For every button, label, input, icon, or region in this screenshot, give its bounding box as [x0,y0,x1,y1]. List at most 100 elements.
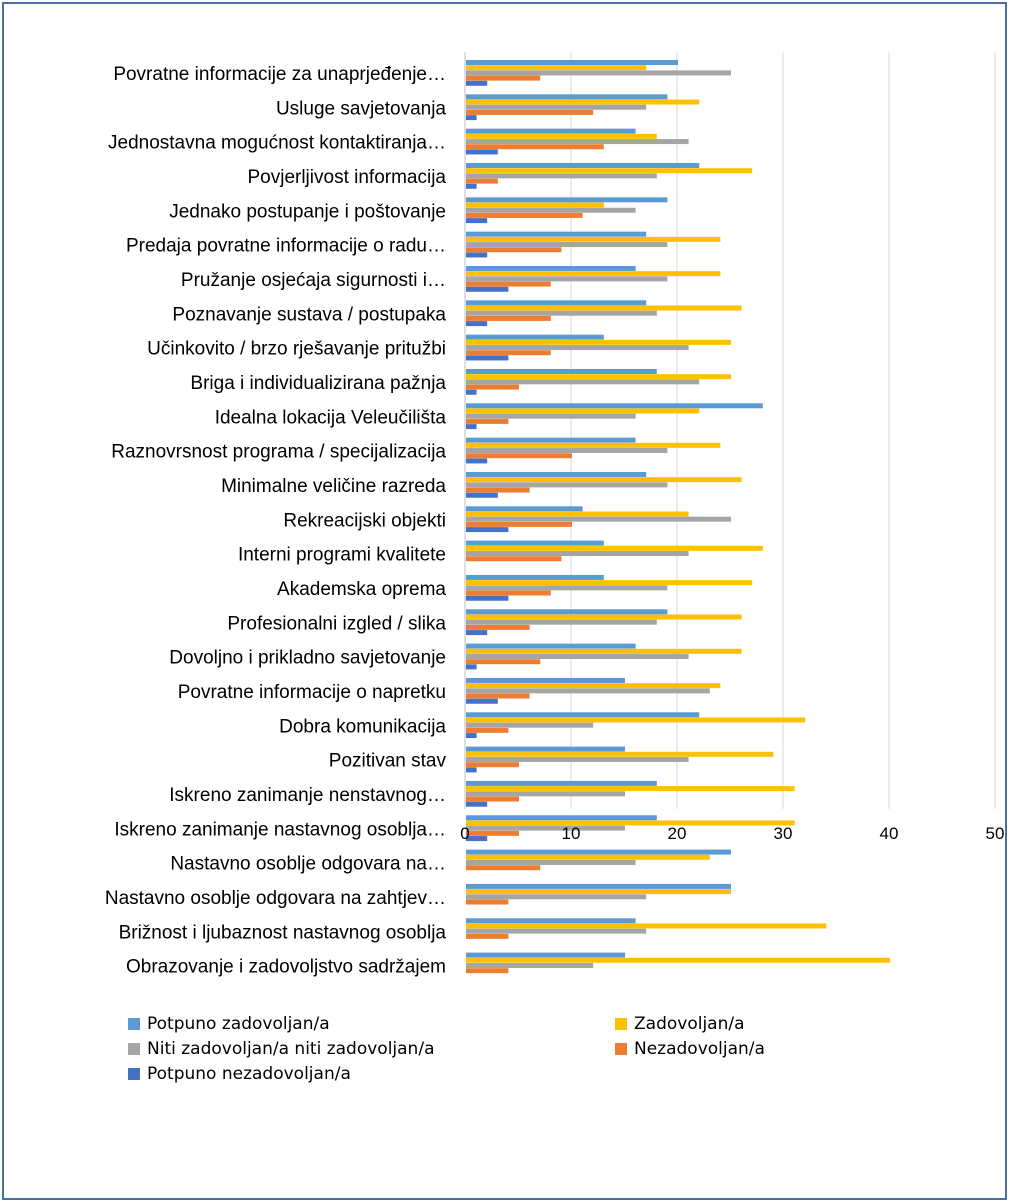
bar [466,540,604,546]
legend-label: Niti zadovoljan/a niti zadovoljan/a [147,1039,435,1059]
category-label: Interni programi kvalitete [238,545,446,566]
x-tick-label: 0 [460,824,469,843]
bar [466,99,700,105]
bar [466,471,647,477]
bar [466,825,625,831]
bar [466,928,647,934]
bar [466,585,668,591]
bar [466,173,657,179]
bar [466,178,498,184]
bar [466,374,731,380]
x-tick-label: 20 [668,824,687,843]
bar [466,65,647,71]
bar [466,624,530,630]
bar [466,899,509,905]
bar [466,482,668,488]
bar [466,60,678,65]
bar [466,437,636,443]
legend-swatch [128,1018,140,1030]
bar [466,350,551,356]
category-label: Rekreacijski objekti [283,510,446,531]
bar [466,345,689,351]
category-label: Jednako postupanje i poštovanje [169,201,446,222]
bar [466,477,742,483]
bars [466,60,890,974]
bar [466,683,721,689]
category-label: Povratne informacije za unaprjeđenje… [113,64,446,85]
bar [466,242,668,248]
bar [466,286,509,292]
bar [466,630,488,636]
bar [466,952,625,958]
category-label: Dobra komunikacija [279,716,446,737]
category-label: Obrazovanje i zadovoljstvo sadržajem [126,957,446,978]
category-label: Povratne informacije o napretku [178,682,446,703]
legend-label: Potpuno zadovoljan/a [147,1014,330,1034]
bar [466,780,657,786]
legend-swatch [615,1018,627,1030]
bar [466,334,604,340]
bar [466,527,509,533]
bar [466,820,795,826]
legend-label: Nezadovoljan/a [634,1039,765,1059]
bar [466,849,731,855]
bar [466,889,731,895]
bar [466,962,594,968]
category-label: Nastavno osoblje odgovara na zahtjev… [105,888,446,909]
bar [466,310,657,316]
category-label: Usluge savjetovanja [276,98,446,119]
category-label: Pozitivan stav [329,751,447,772]
bar [466,957,890,963]
bar [466,389,477,395]
bar [466,854,710,860]
bar [466,590,551,596]
bar [466,786,795,792]
category-label: Dovoljno i prikladno savjetovanje [169,648,446,669]
x-tick-labels: 0 10 20 30 40 50 [460,824,1004,843]
bar [466,521,572,527]
bar [466,688,710,694]
bar [466,654,689,660]
bar [466,133,657,139]
bar [466,162,700,168]
bar [466,801,488,807]
bar [466,659,541,665]
category-label: Idealna lokacija Veleučilišta [215,407,447,428]
bar [466,791,625,797]
bar [466,183,477,189]
bar [466,247,562,253]
bar [466,865,541,871]
bar [466,677,625,683]
legend-swatch [128,1068,140,1080]
bar [466,75,541,81]
category-label: Iskreno zanimanje nastavnog osoblja… [114,819,446,840]
bar [466,894,647,900]
bar [466,80,488,86]
bar [466,506,583,512]
bar [466,693,530,699]
bar [466,492,498,498]
bar [466,207,636,213]
category-labels: Povratne informacije za unaprjeđenje… Usl… [105,64,447,978]
bar [466,923,827,929]
bar [466,556,562,562]
bar [466,128,636,134]
category-label: Poznavanje sustava / postupaka [172,304,446,325]
bar [466,442,721,448]
bar [466,70,731,76]
bar [466,762,519,768]
bar [466,453,572,459]
bar [466,643,636,649]
bar [466,698,498,704]
category-label: Jednostavna mogućnost kontaktiranja… [108,133,446,154]
bar [466,712,700,718]
category-label: Minimalne veličine razreda [221,476,446,497]
bar [466,551,689,557]
bar-chart: Povratne informacije za unaprjeđenje… Usl… [105,52,1004,978]
bar [466,458,488,464]
bar [466,408,700,414]
bar [466,94,668,100]
legend-label: Zadovoljan/a [634,1014,745,1034]
bar [466,796,519,802]
category-label: Iskreno zanimanje nenstavnog… [169,785,446,806]
